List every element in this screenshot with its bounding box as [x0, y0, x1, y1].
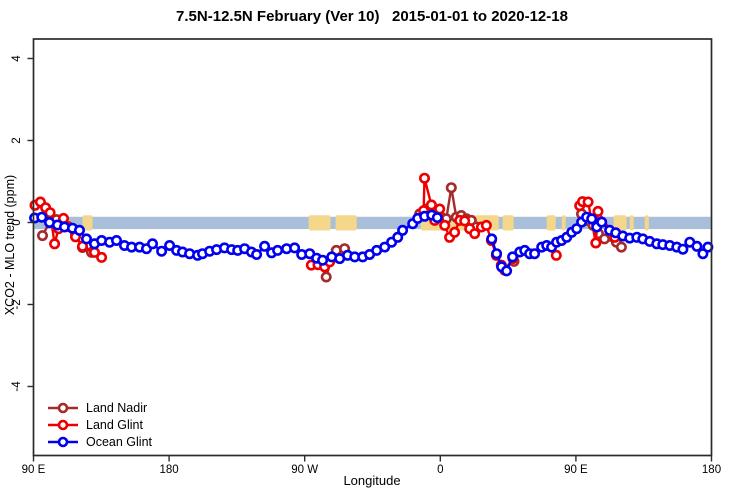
data-point [251, 249, 263, 261]
land-patches [82, 215, 649, 231]
legend-symbol-land-nadir [48, 402, 78, 413]
y-tick-label: 0 [11, 219, 23, 225]
data-point [439, 219, 451, 231]
land-patch [629, 215, 634, 231]
data-point [586, 213, 598, 225]
data-point [272, 244, 284, 256]
y-axis-title: XCO2 - MLO trend (ppm) [3, 174, 17, 316]
data-point [74, 224, 86, 236]
series-ocean-glint [29, 209, 714, 277]
data-point [147, 238, 159, 250]
land-patch [502, 215, 514, 231]
y-tick-label: 4 [11, 55, 23, 62]
data-point [36, 211, 48, 223]
data-point [259, 240, 271, 252]
data-point [317, 254, 329, 266]
legend-symbol-land-glint [48, 419, 78, 430]
data-point [491, 248, 503, 260]
land-patch [308, 215, 331, 231]
data-point [691, 240, 703, 252]
data-point [434, 203, 446, 215]
data-point [529, 248, 541, 260]
x-axis-title: Longitude [343, 473, 401, 488]
land-patch [335, 215, 357, 231]
data-point [507, 251, 519, 263]
data-point [425, 199, 437, 211]
data-point [592, 205, 604, 217]
data-point [111, 235, 123, 247]
data-point [81, 233, 93, 245]
x-tick-label: 180 [160, 464, 179, 476]
data-point [36, 230, 48, 242]
data-point [550, 249, 562, 261]
zero-band [34, 216, 711, 230]
data-point [469, 228, 481, 240]
x-tick-label: 180 [702, 464, 721, 476]
x-tick-label: 90 E [564, 464, 588, 476]
legend-label-land-glint: Land Glint [86, 417, 143, 432]
legend-label-ocean-glint: Ocean Glint [86, 434, 153, 449]
legend-item-ocean-glint: Ocean Glint [46, 434, 152, 449]
data-point [486, 233, 498, 245]
axes: 90 E 180 90 W 0 90 E 180 4 2 0 -2 -4 [11, 38, 721, 476]
data-point [96, 251, 108, 263]
data-point [49, 238, 61, 250]
data-series [29, 172, 714, 283]
zero-band-rect [34, 216, 711, 230]
data-point [598, 233, 610, 245]
data-point [590, 237, 602, 249]
data-point [449, 226, 461, 238]
data-point [501, 265, 513, 277]
x-tick-label: 90 E [22, 464, 46, 476]
y-tick-label: -4 [11, 381, 23, 392]
data-point [445, 182, 457, 194]
data-point [431, 212, 443, 224]
data-point [677, 243, 689, 255]
data-point [379, 241, 391, 253]
legend-item-land-nadir: Land Nadir [46, 400, 152, 415]
data-point [392, 231, 404, 243]
land-patch [561, 215, 566, 231]
plot-box [32, 38, 713, 457]
data-point [480, 219, 492, 231]
data-point [596, 216, 608, 228]
data-point [582, 196, 594, 208]
legend-symbol-ocean-glint [48, 436, 78, 447]
data-point [459, 215, 471, 227]
x-tick-label: 0 [437, 464, 443, 476]
legend: Land Nadir Land Glint Ocean Glint [46, 400, 152, 449]
data-point [615, 241, 627, 253]
chart-title: 7.5N-12.5N February (Ver 10) 2015-01-01 … [176, 8, 568, 25]
legend-item-land-glint: Land Glint [46, 417, 152, 432]
data-point [164, 240, 176, 252]
data-point [289, 242, 301, 254]
data-point [44, 207, 56, 219]
land-patch [82, 215, 93, 231]
land-patch [644, 215, 649, 231]
y-tick-label: 2 [11, 137, 23, 143]
data-point [397, 224, 409, 236]
data-point [320, 271, 332, 283]
data-point [156, 245, 168, 257]
x-tick-label: 90 W [291, 464, 318, 476]
legend-label-land-nadir: Land Nadir [86, 400, 148, 415]
land-patch [613, 215, 627, 231]
data-point [418, 172, 430, 184]
y-tick-label: -2 [11, 299, 23, 309]
land-patch [546, 215, 556, 231]
